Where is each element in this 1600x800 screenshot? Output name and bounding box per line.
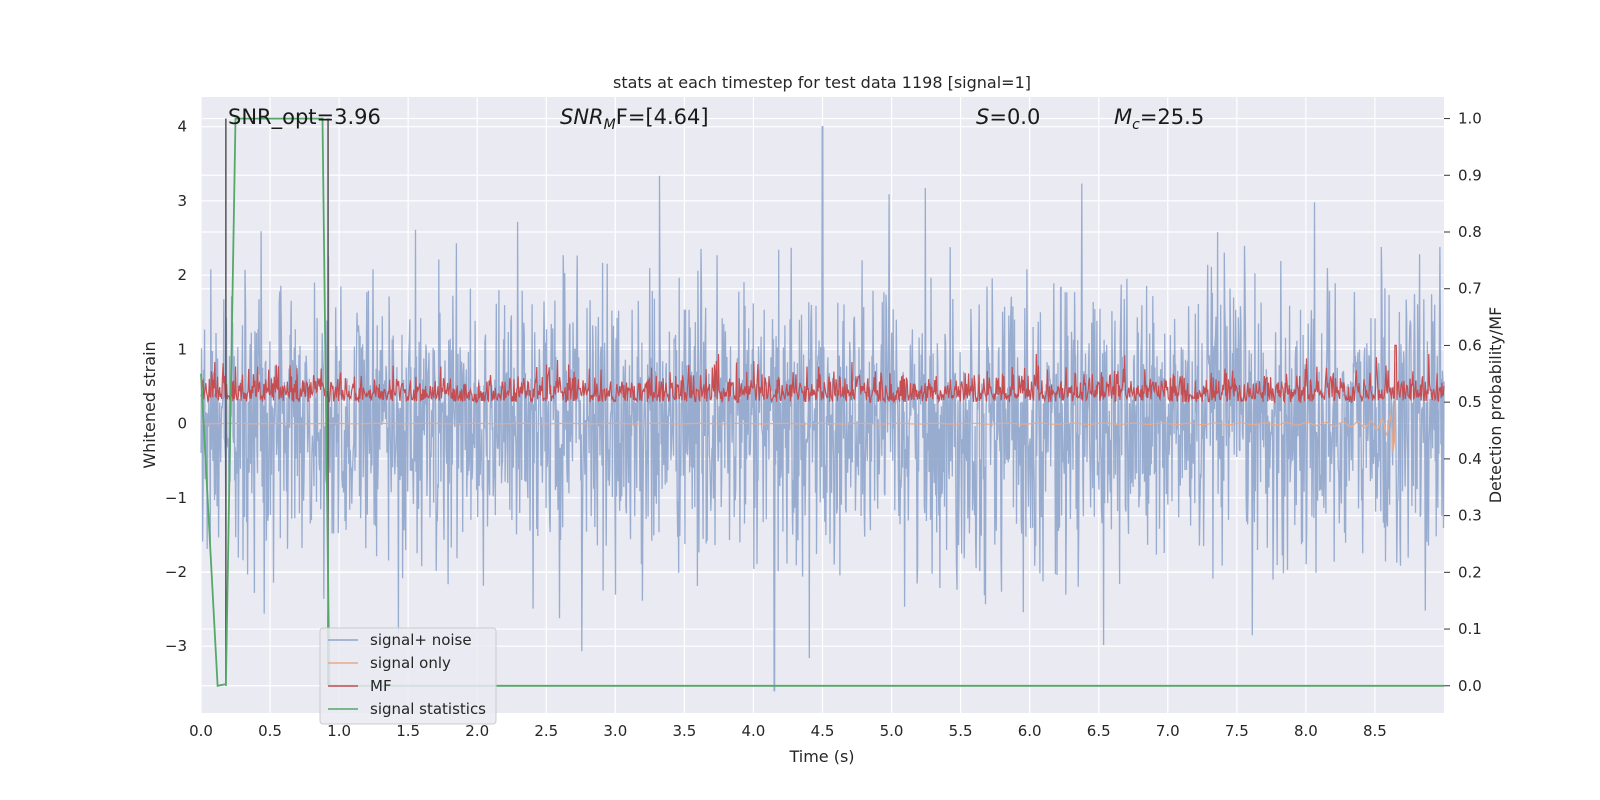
- x-tick-label: 3.0: [603, 722, 627, 740]
- x-tick-label: 1.0: [327, 722, 351, 740]
- x-tick-label: 0.0: [189, 722, 213, 740]
- legend-label-signal-noise: signal+ noise: [370, 631, 472, 649]
- annotation-snr-mf-suffix: F=[4.64]: [616, 105, 709, 129]
- x-tick-label: 2.0: [465, 722, 489, 740]
- y2-tick-label: 0.0: [1458, 677, 1482, 695]
- y2-tick-label: 0.1: [1458, 620, 1482, 638]
- y-tick-label: −1: [165, 489, 187, 507]
- y-tick-label: 3: [177, 192, 187, 210]
- legend-box: [319, 627, 497, 725]
- y2-tick-label: 0.3: [1458, 507, 1482, 525]
- series-signal-only-line: [201, 385, 1397, 453]
- annotation-mc-value: =25.5: [1140, 105, 1204, 129]
- x-tick-label: 5.5: [949, 722, 973, 740]
- x-tick-label: 7.5: [1225, 722, 1249, 740]
- x-tick-label: 4.0: [742, 722, 766, 740]
- legend: signal+ noise signal only MF signal stat…: [319, 627, 497, 725]
- y2-tick-label: 0.8: [1458, 223, 1482, 241]
- y-tick-label: 2: [177, 266, 187, 284]
- series-mf-line: [200, 344, 1445, 404]
- y2-axis-label: Detection probability/MF: [1486, 307, 1505, 504]
- annotation-snr-mf-prefix: SNR: [560, 105, 604, 129]
- x-tick-label: 8.0: [1294, 722, 1318, 740]
- x-tick-label: 8.5: [1363, 722, 1387, 740]
- annotation-s-label: S: [976, 105, 989, 129]
- y2-tick-label: 1.0: [1458, 110, 1482, 128]
- y-axis-label: Whitened strain: [140, 341, 159, 468]
- annotation-s-value: =0.0: [989, 105, 1040, 129]
- y2-tick-label: 0.6: [1458, 336, 1482, 354]
- y2-tick-label: 0.4: [1458, 450, 1482, 468]
- x-tick-label: 3.5: [672, 722, 696, 740]
- y-tick-label: 0: [177, 415, 187, 433]
- y-tick-label: −3: [165, 637, 187, 655]
- x-tick-label: 6.5: [1087, 722, 1111, 740]
- legend-label-signal-only: signal only: [370, 654, 451, 672]
- x-tick-label: 2.5: [534, 722, 558, 740]
- y-tick-label: 1: [177, 340, 187, 358]
- series-signal-noise-line: [200, 126, 1445, 692]
- annotation-mc: Mc=25.5: [1114, 105, 1204, 133]
- y2-tick-label: 0.5: [1458, 393, 1482, 411]
- y2-tick-label: 0.7: [1458, 280, 1482, 298]
- annotation-mc-label: M: [1114, 105, 1132, 129]
- x-tick-label: 1.5: [396, 722, 420, 740]
- annotation-snr-opt: SNR_opt=3.96: [228, 105, 381, 130]
- x-tick-label: 4.5: [811, 722, 835, 740]
- y-tick-label: 4: [177, 118, 187, 136]
- legend-label-mf: MF: [370, 677, 392, 695]
- x-axis-ticks: 0.0 0.5 1.0 1.5 2.0 2.5 3.0 3.5 4.0 4.5 5.0 5.5 6.0 6…: [189, 722, 1387, 740]
- y2-tick-label: 0.2: [1458, 563, 1482, 581]
- annotation-snr-mf: SNRMF=[4.64]: [560, 105, 709, 133]
- annotation-snr-mf-sub: M: [604, 117, 616, 133]
- x-tick-label: 5.0: [880, 722, 904, 740]
- x-tick-label: 0.5: [258, 722, 282, 740]
- y2-tick-label: 0.9: [1458, 166, 1482, 184]
- legend-label-signal-statistics: signal statistics: [370, 700, 486, 718]
- y-axis-ticks: 4 3 2 1 0 −1 −2 −3: [165, 118, 187, 656]
- x-axis-label: Time (s): [788, 747, 854, 766]
- x-tick-label: 7.0: [1156, 722, 1180, 740]
- annotation-mc-sub: c: [1132, 117, 1140, 133]
- chart-title: stats at each timestep for test data 119…: [613, 73, 1031, 92]
- y-tick-label: −2: [165, 563, 187, 581]
- x-tick-label: 6.0: [1018, 722, 1042, 740]
- annotation-s: S=0.0: [976, 105, 1040, 129]
- y2-axis-ticks: 1.0 0.9 0.8 0.7 0.6 0.5 0.4 0.3 0.2 0.1 0.0: [1444, 110, 1482, 695]
